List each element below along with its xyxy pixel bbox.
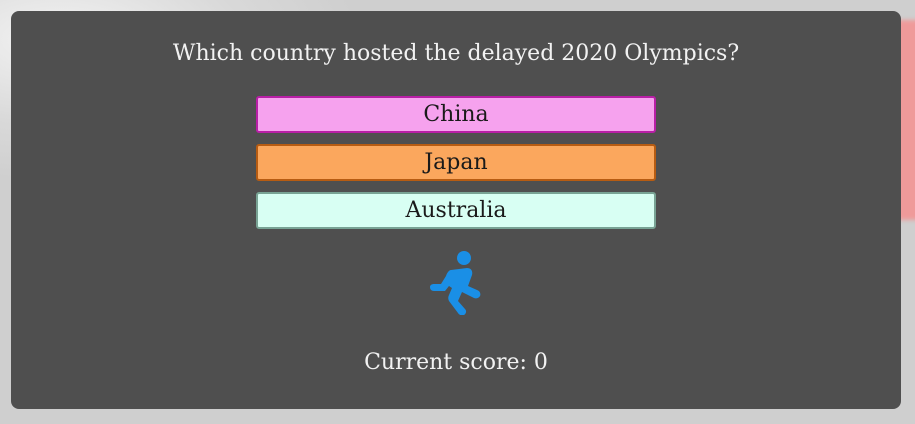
running-person-icon xyxy=(430,251,481,315)
current-score: Current score: 0 xyxy=(364,350,548,375)
answer-button-australia[interactable]: Australia xyxy=(256,192,656,229)
question-text: Which country hosted the delayed 2020 Ol… xyxy=(172,41,740,66)
quiz-card: Which country hosted the delayed 2020 Ol… xyxy=(11,11,901,409)
answer-button-china[interactable]: China xyxy=(256,96,656,133)
answer-list: China Japan Australia xyxy=(256,96,656,240)
answer-button-japan[interactable]: Japan xyxy=(256,144,656,181)
